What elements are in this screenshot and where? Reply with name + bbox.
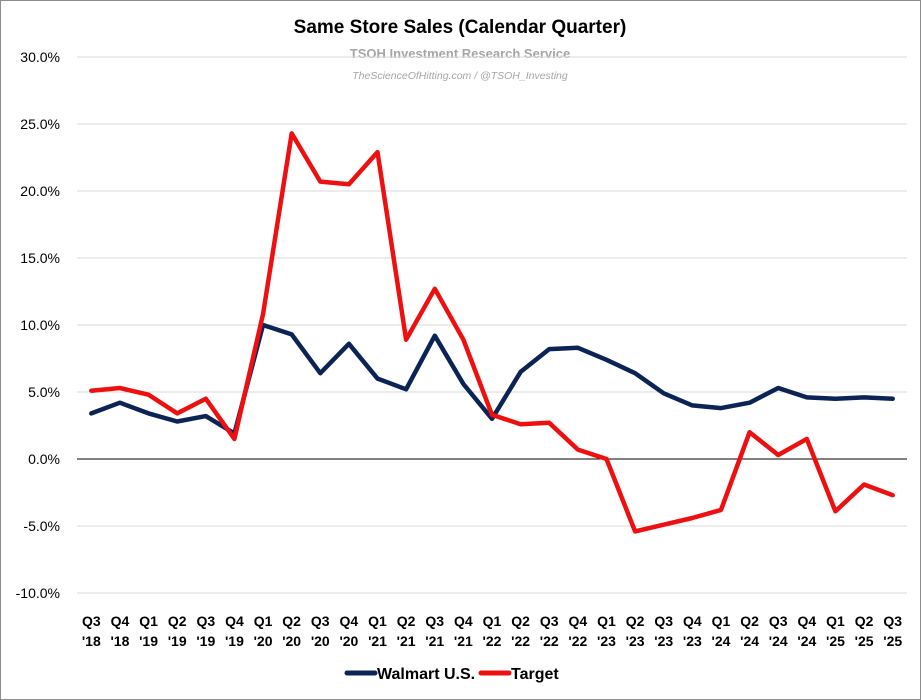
- y-tick-label: 10.0%: [20, 317, 60, 333]
- x-tick-quarter: Q3: [769, 613, 788, 629]
- x-tick-quarter: Q2: [397, 613, 416, 629]
- x-tick-quarter: Q1: [826, 613, 845, 629]
- x-tick-year: '19: [196, 633, 215, 649]
- x-tick-quarter: Q3: [196, 613, 215, 629]
- x-tick-quarter: Q1: [139, 613, 158, 629]
- y-tick-label: 5.0%: [28, 384, 60, 400]
- x-tick-quarter: Q4: [340, 613, 359, 629]
- legend-label: Walmart U.S.: [377, 666, 475, 683]
- x-tick-quarter: Q3: [82, 613, 101, 629]
- x-tick-quarter: Q1: [483, 613, 502, 629]
- x-tick-year: '23: [654, 633, 673, 649]
- x-tick-year: '24: [797, 633, 816, 649]
- series-line-target: [89, 131, 895, 534]
- x-tick-quarter: Q2: [168, 613, 187, 629]
- series-lines: [89, 131, 895, 534]
- x-tick-year: '25: [826, 633, 845, 649]
- x-tick-year: '19: [225, 633, 244, 649]
- x-tick-year: '20: [311, 633, 330, 649]
- x-tick-year: '21: [425, 633, 444, 649]
- x-tick-year: '20: [282, 633, 301, 649]
- x-tick-year: '21: [368, 633, 387, 649]
- y-axis-ticks: 30.0% 25.0% 20.0% 15.0% 10.0% 5.0% 0.0% -5.0% -1…: [16, 49, 60, 601]
- x-tick-quarter: Q3: [311, 613, 330, 629]
- x-tick-year: '23: [597, 633, 616, 649]
- x-tick-year: '24: [769, 633, 788, 649]
- y-tick-label: 15.0%: [20, 250, 60, 266]
- x-tick-year: '18: [82, 633, 101, 649]
- x-tick-year: '24: [740, 633, 759, 649]
- x-tick-year: '20: [254, 633, 273, 649]
- chart-title: Same Store Sales (Calendar Quarter): [294, 17, 627, 38]
- x-tick-quarter: Q3: [654, 613, 673, 629]
- watermark-line-1: TSOH Investment Research Service: [350, 46, 570, 61]
- x-tick-year: '23: [626, 633, 645, 649]
- y-tick-label: 30.0%: [20, 49, 60, 65]
- x-tick-quarter: Q2: [282, 613, 301, 629]
- x-tick-quarter: Q1: [597, 613, 616, 629]
- x-tick-quarter: Q4: [797, 613, 816, 629]
- legend-label: Target: [511, 666, 559, 683]
- x-tick-quarter: Q3: [425, 613, 444, 629]
- x-tick-year: '25: [855, 633, 874, 649]
- legend: Walmart U.S. Target: [344, 666, 559, 683]
- x-tick-year: '20: [339, 633, 358, 649]
- y-tick-label: -10.0%: [16, 585, 60, 601]
- x-tick-quarter: Q3: [883, 613, 902, 629]
- x-tick-year: '19: [139, 633, 158, 649]
- x-tick-quarter: Q4: [111, 613, 130, 629]
- series-line-walmart-u-s: [89, 322, 895, 436]
- x-tick-quarter: Q4: [454, 613, 473, 629]
- x-tick-quarter: Q2: [511, 613, 530, 629]
- y-tick-label: 0.0%: [28, 451, 60, 467]
- x-tick-quarter: Q2: [626, 613, 645, 629]
- x-tick-year: '24: [712, 633, 731, 649]
- x-tick-year: '19: [168, 633, 187, 649]
- x-axis-ticks: Q3 '18 Q4 '18 Q1 '19 Q2 '19 Q3 '19 Q4 '19 Q1 '20 Q2 '20…: [82, 613, 902, 649]
- x-tick-year: '23: [683, 633, 702, 649]
- x-tick-quarter: Q4: [569, 613, 588, 629]
- y-tick-label: 25.0%: [20, 116, 60, 132]
- x-tick-quarter: Q4: [683, 613, 702, 629]
- x-tick-year: '22: [483, 633, 502, 649]
- x-tick-year: '21: [397, 633, 416, 649]
- x-tick-quarter: Q1: [254, 613, 273, 629]
- x-tick-year: '22: [540, 633, 559, 649]
- x-tick-year: '25: [883, 633, 902, 649]
- y-tick-label: -5.0%: [23, 518, 60, 534]
- x-tick-year: '21: [454, 633, 473, 649]
- x-tick-quarter: Q2: [740, 613, 759, 629]
- x-tick-year: '22: [511, 633, 530, 649]
- x-tick-quarter: Q4: [225, 613, 244, 629]
- x-tick-year: '18: [110, 633, 129, 649]
- x-tick-year: '22: [568, 633, 587, 649]
- x-tick-quarter: Q2: [855, 613, 874, 629]
- watermark-line-2: TheScienceOfHitting.com / @TSOH_Investin…: [352, 70, 568, 82]
- x-tick-quarter: Q1: [712, 613, 731, 629]
- x-tick-quarter: Q3: [540, 613, 559, 629]
- x-tick-quarter: Q1: [368, 613, 387, 629]
- gridlines: [77, 56, 907, 594]
- y-tick-label: 20.0%: [20, 183, 60, 199]
